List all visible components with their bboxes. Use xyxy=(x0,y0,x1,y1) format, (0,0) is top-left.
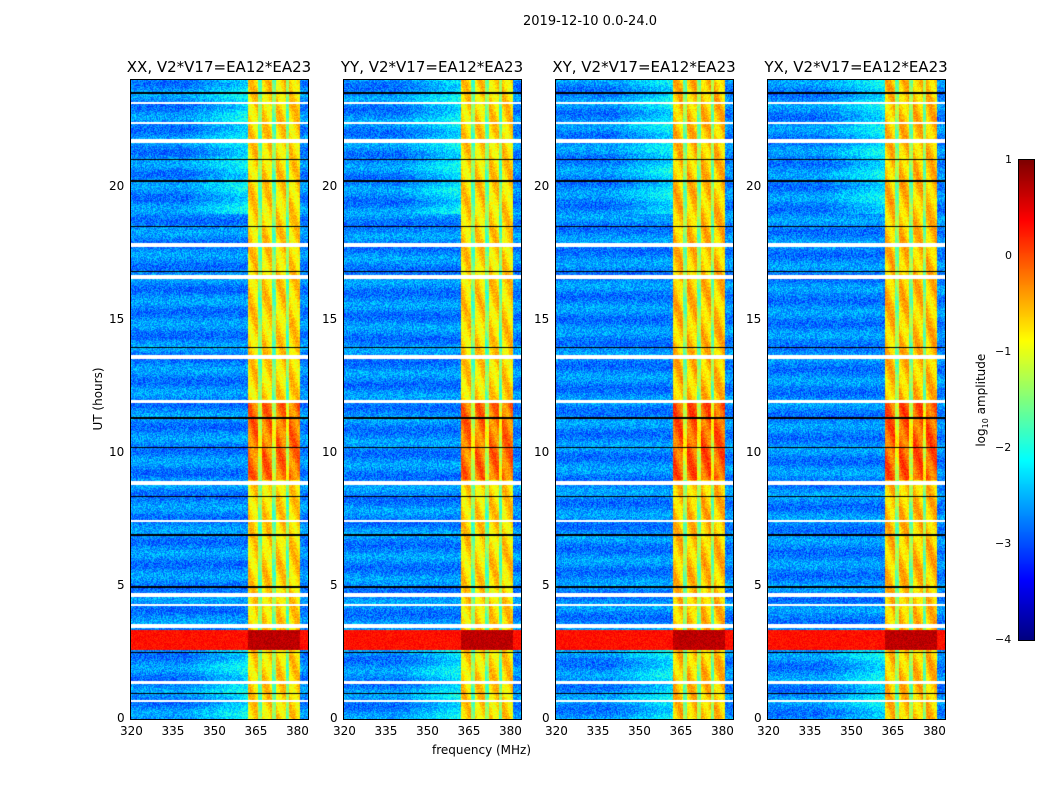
colorbar-label: log10 amplitude xyxy=(973,353,991,447)
x-tick-label: 350 xyxy=(202,724,226,738)
x-tick-label: 320 xyxy=(333,724,356,738)
y-tick-label: 15 xyxy=(534,311,550,326)
heatmap-panel-0 xyxy=(130,79,309,720)
x-tick-label: 335 xyxy=(798,724,822,738)
colorbar xyxy=(1018,159,1035,641)
heatmap-panel-2 xyxy=(555,79,734,720)
x-axis-label: frequency (MHz) xyxy=(432,743,532,757)
x-tick-label: 365 xyxy=(881,724,905,738)
colorbar-tick-label: 1 xyxy=(1005,153,1012,166)
y-tick-label: 0 xyxy=(117,711,125,725)
y-tick-label: 15 xyxy=(746,311,762,326)
panel-title: YX, V2*V17=EA12*EA23 xyxy=(764,58,948,76)
y-tick-label: 10 xyxy=(109,444,125,459)
x-tick-label: 350 xyxy=(839,724,863,738)
y-axis-label: UT (hours) xyxy=(91,367,105,431)
heatmap-cells xyxy=(131,80,308,719)
panel-title: XX, V2*V17=EA12*EA23 xyxy=(126,58,312,76)
x-tick-label: 380 xyxy=(922,724,946,738)
y-tick-label: 0 xyxy=(754,711,762,725)
x-tick-label: 380 xyxy=(285,724,309,738)
colorbar-tick-label: −1 xyxy=(995,345,1012,358)
heatmap-panel-3 xyxy=(767,79,946,720)
y-tick-label: 0 xyxy=(330,711,338,725)
colorbar-tick-label: −3 xyxy=(995,537,1012,550)
x-tick-label: 365 xyxy=(457,724,481,738)
y-tick-label: 20 xyxy=(746,178,762,193)
heatmap-cells xyxy=(768,80,945,719)
colorbar-tick-label: −4 xyxy=(995,633,1012,646)
x-tick-label: 350 xyxy=(415,724,439,738)
y-tick-label: 10 xyxy=(322,444,338,459)
x-tick-label: 335 xyxy=(161,724,185,738)
figure-title: 2019-12-10 0.0-24.0 xyxy=(523,14,657,29)
y-tick-label: 20 xyxy=(322,178,338,193)
x-tick-label: 380 xyxy=(710,724,734,738)
heatmap-cells xyxy=(556,80,733,719)
y-tick-label: 0 xyxy=(542,711,550,725)
y-tick-label: 20 xyxy=(109,178,125,193)
y-tick-label: 5 xyxy=(754,577,762,592)
heatmap-panel-1 xyxy=(343,79,522,720)
x-tick-label: 350 xyxy=(627,724,651,738)
y-tick-label: 20 xyxy=(534,178,550,193)
y-tick-label: 15 xyxy=(322,311,338,326)
y-tick-label: 10 xyxy=(534,444,550,459)
x-tick-label: 365 xyxy=(244,724,268,738)
x-tick-label: 320 xyxy=(120,724,143,738)
y-tick-label: 10 xyxy=(746,444,762,459)
x-tick-label: 335 xyxy=(586,724,610,738)
y-tick-label: 5 xyxy=(330,577,338,592)
colorbar-tick-label: −2 xyxy=(995,441,1012,454)
panel-title: XY, V2*V17=EA12*EA23 xyxy=(552,58,736,76)
x-tick-label: 320 xyxy=(757,724,780,738)
heatmap-cells xyxy=(344,80,521,719)
x-tick-label: 335 xyxy=(374,724,398,738)
y-tick-label: 5 xyxy=(117,577,125,592)
y-tick-label: 15 xyxy=(109,311,125,326)
x-tick-label: 365 xyxy=(669,724,693,738)
y-tick-label: 5 xyxy=(542,577,550,592)
colorbar-tick-label: 0 xyxy=(1005,249,1012,262)
panel-title: YY, V2*V17=EA12*EA23 xyxy=(340,58,524,76)
x-tick-label: 320 xyxy=(545,724,568,738)
x-tick-label: 380 xyxy=(498,724,522,738)
